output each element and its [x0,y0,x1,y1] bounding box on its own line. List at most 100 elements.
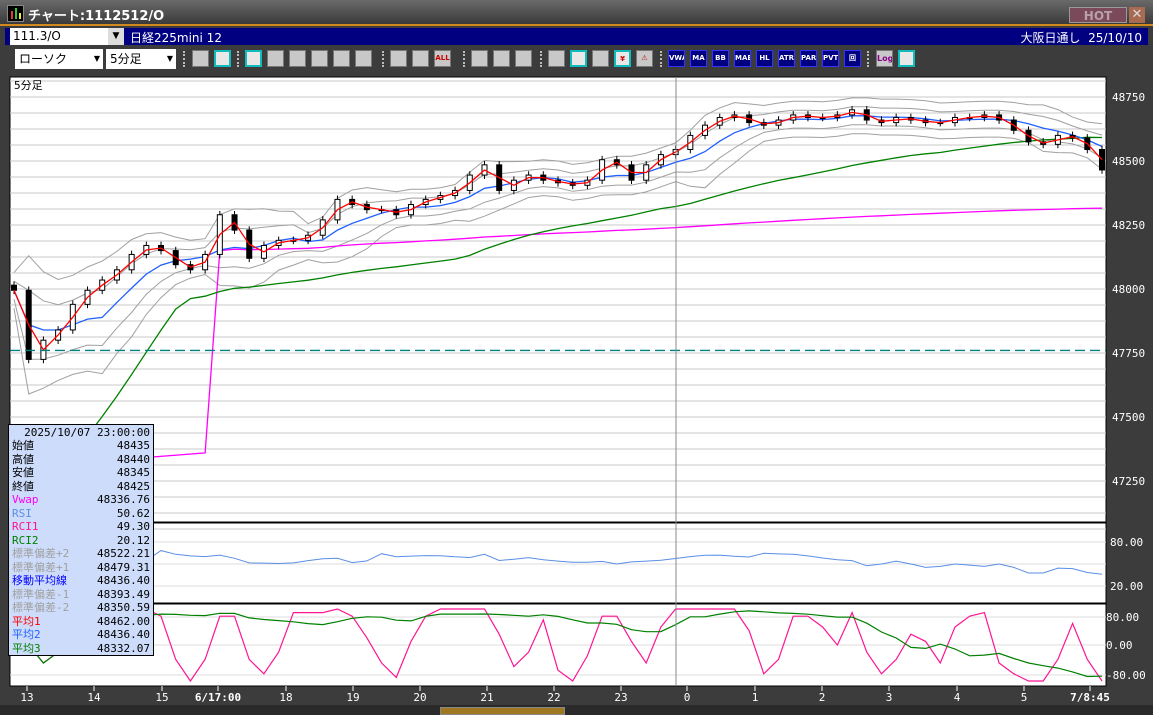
ma-icon: MA [692,54,705,62]
order-button[interactable] [548,50,565,67]
market-name: 大阪日通し [1020,31,1081,45]
trash-button[interactable] [355,50,372,67]
x-tick-label: 19 [346,691,359,704]
calendar-button[interactable] [592,50,609,67]
x-tick-label: 14 [87,691,101,704]
yen-icon: ¥ [620,55,625,63]
market-date: 25/10/10 [1088,31,1142,45]
frame-icon: 回 [849,54,856,62]
tooltip-row: RCI2 20.12 [12,534,150,548]
close-button[interactable]: ✕ [1129,7,1145,23]
shrink-button[interactable] [412,50,429,67]
symbol-bar: 111.3/O ▼ 日経225mini 12 大阪日通し 25/10/10 [5,28,1148,45]
settings-button[interactable] [471,50,488,67]
toolbar-separator [540,51,543,67]
chevron-down-icon: ▼ [93,54,100,63]
chart-type-select[interactable]: ローソク ▼ [15,49,103,69]
mae-button[interactable]: MAE [734,50,751,67]
split-panel-button[interactable] [214,50,231,67]
tooltip-label: RCI2 [12,533,39,547]
ma-button[interactable]: MA [690,50,707,67]
toolbar-separator [237,51,240,67]
atr-button[interactable]: ATR [778,50,795,67]
price-chart[interactable]: 48750 48500 48250 48000 47750 47500 47250 80.00… [0,73,1153,705]
warning-button[interactable]: ⚠ [636,50,653,67]
cursor-button[interactable] [289,50,306,67]
bottom-scrollbar[interactable] [0,705,1153,715]
bollinger-band-line [13,133,1103,395]
tooltip-value: 48462.00 [97,614,150,628]
color-button[interactable] [515,50,532,67]
chart-area[interactable]: 48750 48500 48250 48000 47750 47500 47250 80.00… [0,73,1153,705]
hl-button[interactable]: HL [756,50,773,67]
tooltip-label: 標準偏差-2 [12,601,70,614]
symbol-dropdown-button[interactable]: ▼ [108,28,124,45]
bollinger-band-line [13,106,1103,306]
pencil-button[interactable] [245,50,262,67]
y-tick-label: 48500 [1112,155,1145,168]
wrench-button[interactable] [493,50,510,67]
tooltip-value: 48436.40 [97,628,150,641]
tooltip-value: 20.12 [116,533,150,547]
rci-tick-label: 80.00 [1106,611,1139,624]
tooltip-value: 48440 [116,452,150,466]
tooltip-value: 48332.07 [97,641,150,655]
tooltip-label: 高値 [12,452,34,466]
copy-button[interactable] [333,50,350,67]
x-tick-label: 18 [279,691,292,704]
app-chart-icon [7,5,24,22]
tooltip-label: Vwap [12,493,39,506]
hot-button[interactable]: HOT [1069,7,1127,23]
yen-button[interactable]: ¥ [614,50,631,67]
x-tick-label: 22 [547,691,560,704]
x-tick-label: 1 [752,691,759,704]
tooltip-value: 48345 [116,466,150,479]
tooltip-value: 48393.49 [97,587,150,601]
candle-body [1099,148,1105,171]
tooltip-row: 標準偏差-1 48393.49 [12,588,150,602]
x-tick-label: 20 [413,691,426,704]
line-draw-button[interactable] [267,50,284,67]
x-tick-label: 5 [1021,691,1028,704]
vwap-button[interactable]: VWAP [668,50,685,67]
log-button[interactable]: Log [876,50,893,67]
tooltip-label: 平均1 [12,614,41,628]
period-select[interactable]: 5分足 ▼ [106,49,176,69]
tooltip-row: 終値 48425 [12,480,150,494]
export-button[interactable] [898,50,915,67]
tooltip-value: 48435 [116,439,150,452]
expand-button[interactable] [390,50,407,67]
tooltip-value: 48479.31 [97,560,150,574]
rsi-plot-bg [9,522,1107,604]
rsi-tick-label: 80.00 [1110,536,1143,549]
tooltip-value: 49.30 [116,520,150,533]
zoom-button[interactable] [192,50,209,67]
para-button[interactable]: PARA [800,50,817,67]
x-tick-label: 6/17:00 [195,691,241,704]
toolbar-separator [660,51,663,67]
frame-button[interactable]: 回 [844,50,861,67]
period-value: 5分足 [110,52,142,66]
alert-button[interactable] [570,50,587,67]
bb-button[interactable]: BB [712,50,729,67]
tooltip-label: 終値 [12,479,34,493]
all-button[interactable]: ALL [434,50,451,67]
vwap-icon: VWAP [669,54,684,62]
data-tooltip: 2025/10/07 23:00:00 始値 48435 高値 48440 安値 4834… [8,424,154,656]
tooltip-row: 標準偏差-2 48350.59 [12,601,150,615]
all-icon: ALL [435,54,450,62]
symbol-input[interactable]: 111.3/O [10,28,108,45]
tooltip-row: 安値 48345 [12,466,150,480]
scrollbar-thumb[interactable] [440,707,565,715]
rsi-tick-label: 20.00 [1110,580,1143,593]
pvt-button[interactable]: PVT [822,50,839,67]
tooltip-row: 平均2 48436.40 [12,628,150,642]
tooltip-row: 標準偏差+1 48479.31 [12,561,150,575]
period-label: 5分足 [14,79,43,92]
para-icon: PARA [801,54,817,62]
eraser-button[interactable] [311,50,328,67]
x-tick-label: 15 [155,691,168,704]
chart-type-value: ローソク [19,52,68,66]
tooltip-label: RSI [12,506,32,520]
tooltip-label: RCI1 [12,520,39,533]
